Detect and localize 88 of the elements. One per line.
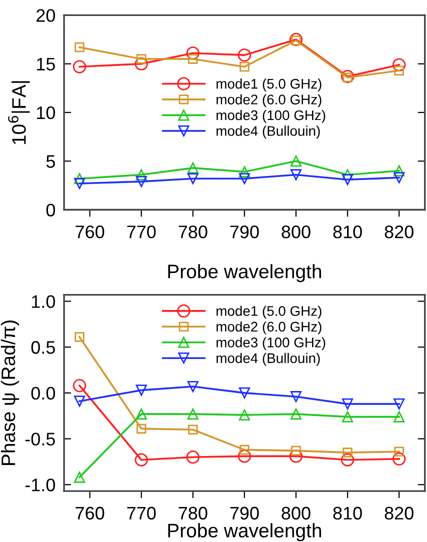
point [340, 70, 354, 84]
point [238, 387, 250, 399]
point [72, 379, 86, 392]
point [74, 178, 86, 190]
point [74, 173, 86, 184]
point [394, 172, 405, 184]
point [342, 448, 352, 458]
point [289, 450, 303, 463]
y-axis-title: Phase ψ (Rad/π) [0, 320, 20, 465]
x-tick-label: 790 [230, 506, 259, 520]
y-tick-label: -0.5 [25, 432, 55, 446]
x-tick-label: 810 [333, 226, 362, 238]
point [394, 165, 405, 176]
point [136, 169, 147, 180]
point [342, 174, 354, 186]
point [291, 446, 301, 456]
point [238, 450, 252, 463]
point [290, 391, 302, 402]
x-tick-label: 790 [230, 226, 259, 238]
point [394, 66, 404, 76]
point [342, 398, 354, 410]
point [187, 162, 198, 174]
x-tick-label: 780 [178, 506, 208, 520]
legend-label: mode3 (100 GHz) [216, 337, 326, 350]
point [136, 424, 146, 434]
point [394, 398, 405, 410]
point [186, 46, 200, 60]
point [188, 424, 198, 434]
x-tick-label: 760 [76, 226, 104, 238]
point [238, 409, 250, 421]
x-tick-label: 820 [384, 226, 414, 238]
legend-label: mode2 (6.0 GHz) [216, 321, 322, 334]
point [238, 166, 250, 178]
point [240, 444, 250, 455]
point [134, 57, 148, 70]
point [238, 48, 252, 62]
point [392, 58, 406, 72]
legend-label: mode1 (5.0 GHz) [216, 78, 322, 92]
point [188, 54, 198, 64]
point [238, 173, 250, 184]
point [290, 169, 302, 180]
point [72, 60, 86, 74]
x-tick-label: 810 [333, 506, 362, 520]
y-tick-label: 0.5 [31, 341, 55, 354]
point [136, 384, 147, 396]
point [340, 453, 354, 466]
x-tick-label: 770 [127, 506, 156, 520]
y-tick-label: 15 [37, 58, 55, 71]
point [394, 411, 405, 422]
point [74, 472, 86, 483]
legend-label: mode4 (Bullouin) [216, 352, 320, 366]
y-tick-label: 10 [37, 106, 56, 120]
point [290, 408, 302, 420]
point [394, 446, 404, 456]
point [74, 396, 86, 407]
point [392, 452, 406, 466]
y-tick-label: 0 [46, 204, 56, 216]
y-tick-label: 5 [46, 155, 55, 168]
point [289, 32, 303, 46]
point [136, 176, 147, 188]
legend-label: mode4 (Bullouin) [216, 126, 320, 139]
x-tick-label: 800 [282, 506, 310, 520]
legend-label: mode2 (6.0 GHz) [216, 94, 322, 108]
point [136, 408, 147, 420]
x-tick-label: 800 [282, 226, 310, 238]
point [290, 156, 302, 167]
x-tick-label: 820 [384, 506, 414, 520]
x-axis-title: Probe wavelength [168, 264, 322, 282]
y-tick-label: 1.0 [32, 295, 56, 308]
x-tick-label: 780 [178, 226, 208, 238]
x-tick-label: 770 [127, 226, 156, 238]
point [187, 408, 198, 420]
point [134, 453, 148, 466]
point [74, 42, 84, 52]
y-tick-label: -1.0 [25, 478, 56, 492]
point [186, 450, 200, 464]
x-axis-title: Probe wavelength [168, 523, 322, 542]
point [187, 173, 198, 184]
point [240, 62, 250, 72]
y-tick-label: 20 [36, 9, 56, 22]
y-tick-label: 0.0 [31, 386, 56, 400]
y-axis-title: 10$^{6}$|FA| [8, 81, 30, 144]
point [74, 332, 84, 342]
point [342, 411, 354, 422]
point [187, 380, 198, 392]
x-tick-label: 760 [76, 506, 104, 520]
legend-label: mode3 (100 GHz) [216, 110, 326, 123]
legend-label: mode1 (5.0 GHz) [216, 306, 322, 319]
